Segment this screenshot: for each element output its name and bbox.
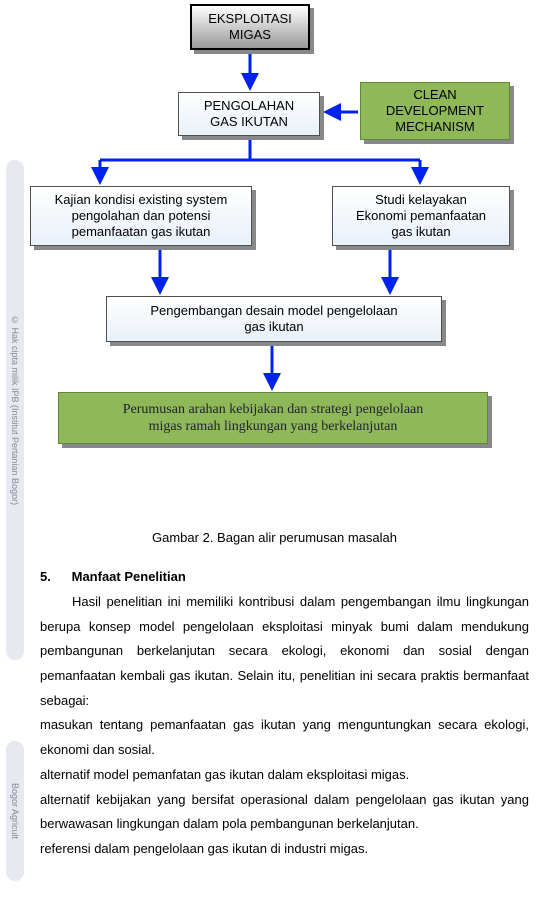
node-studi: Studi kelayakan Ekonomi pemanfaatan gas …: [332, 186, 510, 246]
node-text: gas ikutan: [244, 319, 303, 335]
node-text: GAS IKUTAN: [210, 114, 288, 130]
section-heading: 5. Manfaat Penelitian: [40, 569, 549, 584]
node-text: CLEAN: [413, 87, 456, 103]
node-text: gas ikutan: [391, 224, 450, 240]
list-item: alternatif kebijakan yang bersifat opera…: [40, 788, 529, 837]
node-pengolahan: PENGOLAHAN GAS IKUTAN: [178, 92, 320, 136]
node-text: Ekonomi pemanfaatan: [356, 208, 486, 224]
node-text: pemanfaatan gas ikutan: [72, 224, 211, 240]
para-intro: Hasil penelitian ini memiliki kontribusi…: [40, 590, 529, 713]
node-text: MECHANISM: [395, 119, 474, 135]
flowchart-diagram: EKSPLOITASI MIGAS PENGOLAHAN GAS IKUTAN …: [0, 0, 549, 510]
node-kajian: Kajian kondisi existing system pengolaha…: [30, 186, 252, 246]
node-text: Studi kelayakan: [375, 192, 467, 208]
list-item: referensi dalam pengelolaan gas ikutan d…: [40, 837, 529, 862]
node-text: migas ramah lingkungan yang berkelanjuta…: [149, 418, 398, 436]
node-text: Kajian kondisi existing system: [55, 192, 228, 208]
node-perumusan: Perumusan arahan kebijakan dan strategi …: [58, 392, 488, 444]
list-item: alternatif model pemanfatan gas ikutan d…: [40, 763, 529, 788]
heading-num: 5.: [40, 569, 68, 584]
node-text: DEVELOPMENT: [386, 103, 484, 119]
bullet-list: masukan tentang pemanfaatan gas ikutan y…: [40, 713, 529, 861]
list-item: masukan tentang pemanfaatan gas ikutan y…: [40, 713, 529, 762]
node-pengembangan: Pengembangan desain model pengelolaan ga…: [106, 296, 442, 342]
node-text: pengolahan dan potensi: [72, 208, 211, 224]
node-text: Perumusan arahan kebijakan dan strategi …: [123, 401, 424, 419]
node-eksploitasi: EKSPLOITASI MIGAS: [190, 4, 310, 50]
figure-caption: Gambar 2. Bagan alir perumusan masalah: [0, 530, 549, 545]
node-text: MIGAS: [229, 27, 271, 43]
node-text: Pengembangan desain model pengelolaan: [150, 303, 397, 319]
node-text: PENGOLAHAN: [204, 98, 294, 114]
node-text: EKSPLOITASI: [208, 11, 292, 27]
watermark-bottom: Bogor Agricult: [6, 741, 24, 881]
node-cdm: CLEAN DEVELOPMENT MECHANISM: [360, 82, 510, 140]
heading-text: Manfaat Penelitian: [72, 569, 186, 584]
